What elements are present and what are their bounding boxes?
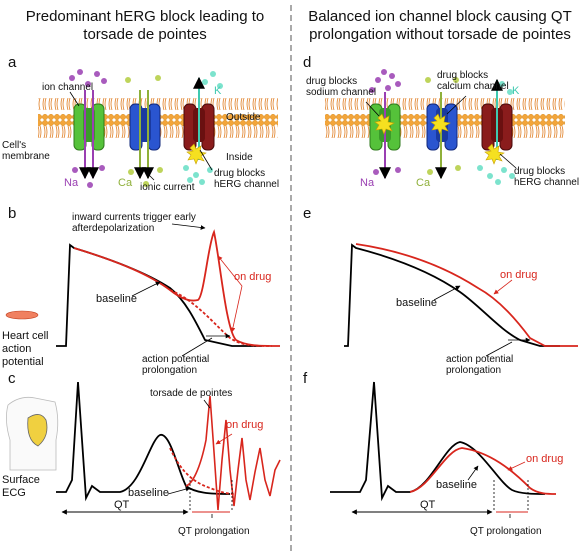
ion-channel-label: ion channel (42, 82, 94, 93)
sodium-label: Na (64, 177, 79, 189)
drug-blocks-herg-label-right: drug blocks hERG channel (514, 166, 580, 188)
surface-ecg-label: Surface ECG (2, 474, 40, 499)
drug-blocks-herg-label-left: drug blocks hERG channel (214, 168, 280, 190)
inward-currents-label: inward currents trigger early afterdepol… (72, 212, 196, 234)
membrane-right (325, 69, 565, 185)
baseline-label-c: baseline (128, 487, 169, 499)
calcium-channel-right (426, 92, 458, 180)
drug-blocks-sodium-label: drug blocks sodium channel (306, 76, 377, 98)
panel-label-b: b (8, 205, 17, 222)
herg-channel-right (481, 78, 513, 165)
sodium-channel-right (369, 92, 401, 180)
action-potential-left (5, 223, 281, 357)
calcium-label: Ca (118, 177, 133, 189)
potassium-label-right: K (512, 85, 520, 97)
calcium-label-right: Ca (416, 177, 431, 189)
drug-ap-dotted-curve (169, 289, 273, 347)
tdp-curve (185, 395, 281, 511)
heart-icon (27, 414, 48, 447)
potassium-label: K (214, 85, 222, 97)
outside-label: Outside (226, 112, 261, 123)
panel-label-e: e (303, 205, 312, 222)
sodium-ions-left (69, 69, 107, 188)
action-potential-right (344, 243, 578, 357)
panel-label-a: a (8, 54, 17, 71)
ap-prolongation-label-right: action potential prolongation (446, 354, 514, 376)
sodium-label-right: Na (360, 177, 375, 189)
ecg-left (6, 381, 281, 518)
panel-label-d: d (303, 54, 312, 71)
drug-ap-curve (73, 229, 281, 347)
qt-label-right: QT (420, 499, 436, 511)
panel-label-c: c (8, 370, 16, 387)
sodium-channel-left (73, 90, 105, 180)
herg-channel-left (183, 76, 215, 165)
qt-prolongation-label-left: QT prolongation (178, 526, 250, 537)
baseline-ecg-curve (56, 381, 231, 502)
on-drug-label-c: on drug (226, 419, 264, 431)
membrane-label: Cell's membrane (2, 140, 50, 162)
ionic-current-label: ionic current (140, 182, 195, 193)
membrane-left (38, 69, 278, 188)
baseline-label-f: baseline (436, 479, 477, 491)
heart-cell-icon (5, 310, 39, 320)
left-title: Predominant hERG block leading to torsad… (25, 8, 265, 43)
on-drug-label-f: on drug (526, 453, 564, 465)
tdp-label: torsade de pointes (150, 388, 233, 399)
ecg-right (330, 381, 557, 518)
drug-blocks-calcium-label: drug blocks calcium channel (437, 70, 509, 92)
drug-star-icon (186, 143, 207, 165)
calcium-channel-left (129, 90, 161, 180)
potassium-ions-left (183, 71, 223, 185)
heart-cell-label: Heart cell action potential (2, 330, 49, 368)
right-title: Balanced ion channel block causing QT pr… (308, 8, 572, 43)
on-drug-label-e: on drug (500, 269, 538, 281)
panel-label-f: f (303, 370, 308, 387)
ap-prolongation-label-left: action potential prolongation (142, 354, 210, 376)
qt-label-left: QT (114, 499, 130, 511)
baseline-label-e: baseline (396, 297, 437, 309)
inside-label: Inside (226, 152, 253, 163)
calcium-ions-left (125, 75, 163, 187)
on-drug-label-b: on drug (234, 271, 272, 283)
qt-prolongation-label-right: QT prolongation (470, 526, 542, 537)
baseline-label-b: baseline (96, 293, 137, 305)
